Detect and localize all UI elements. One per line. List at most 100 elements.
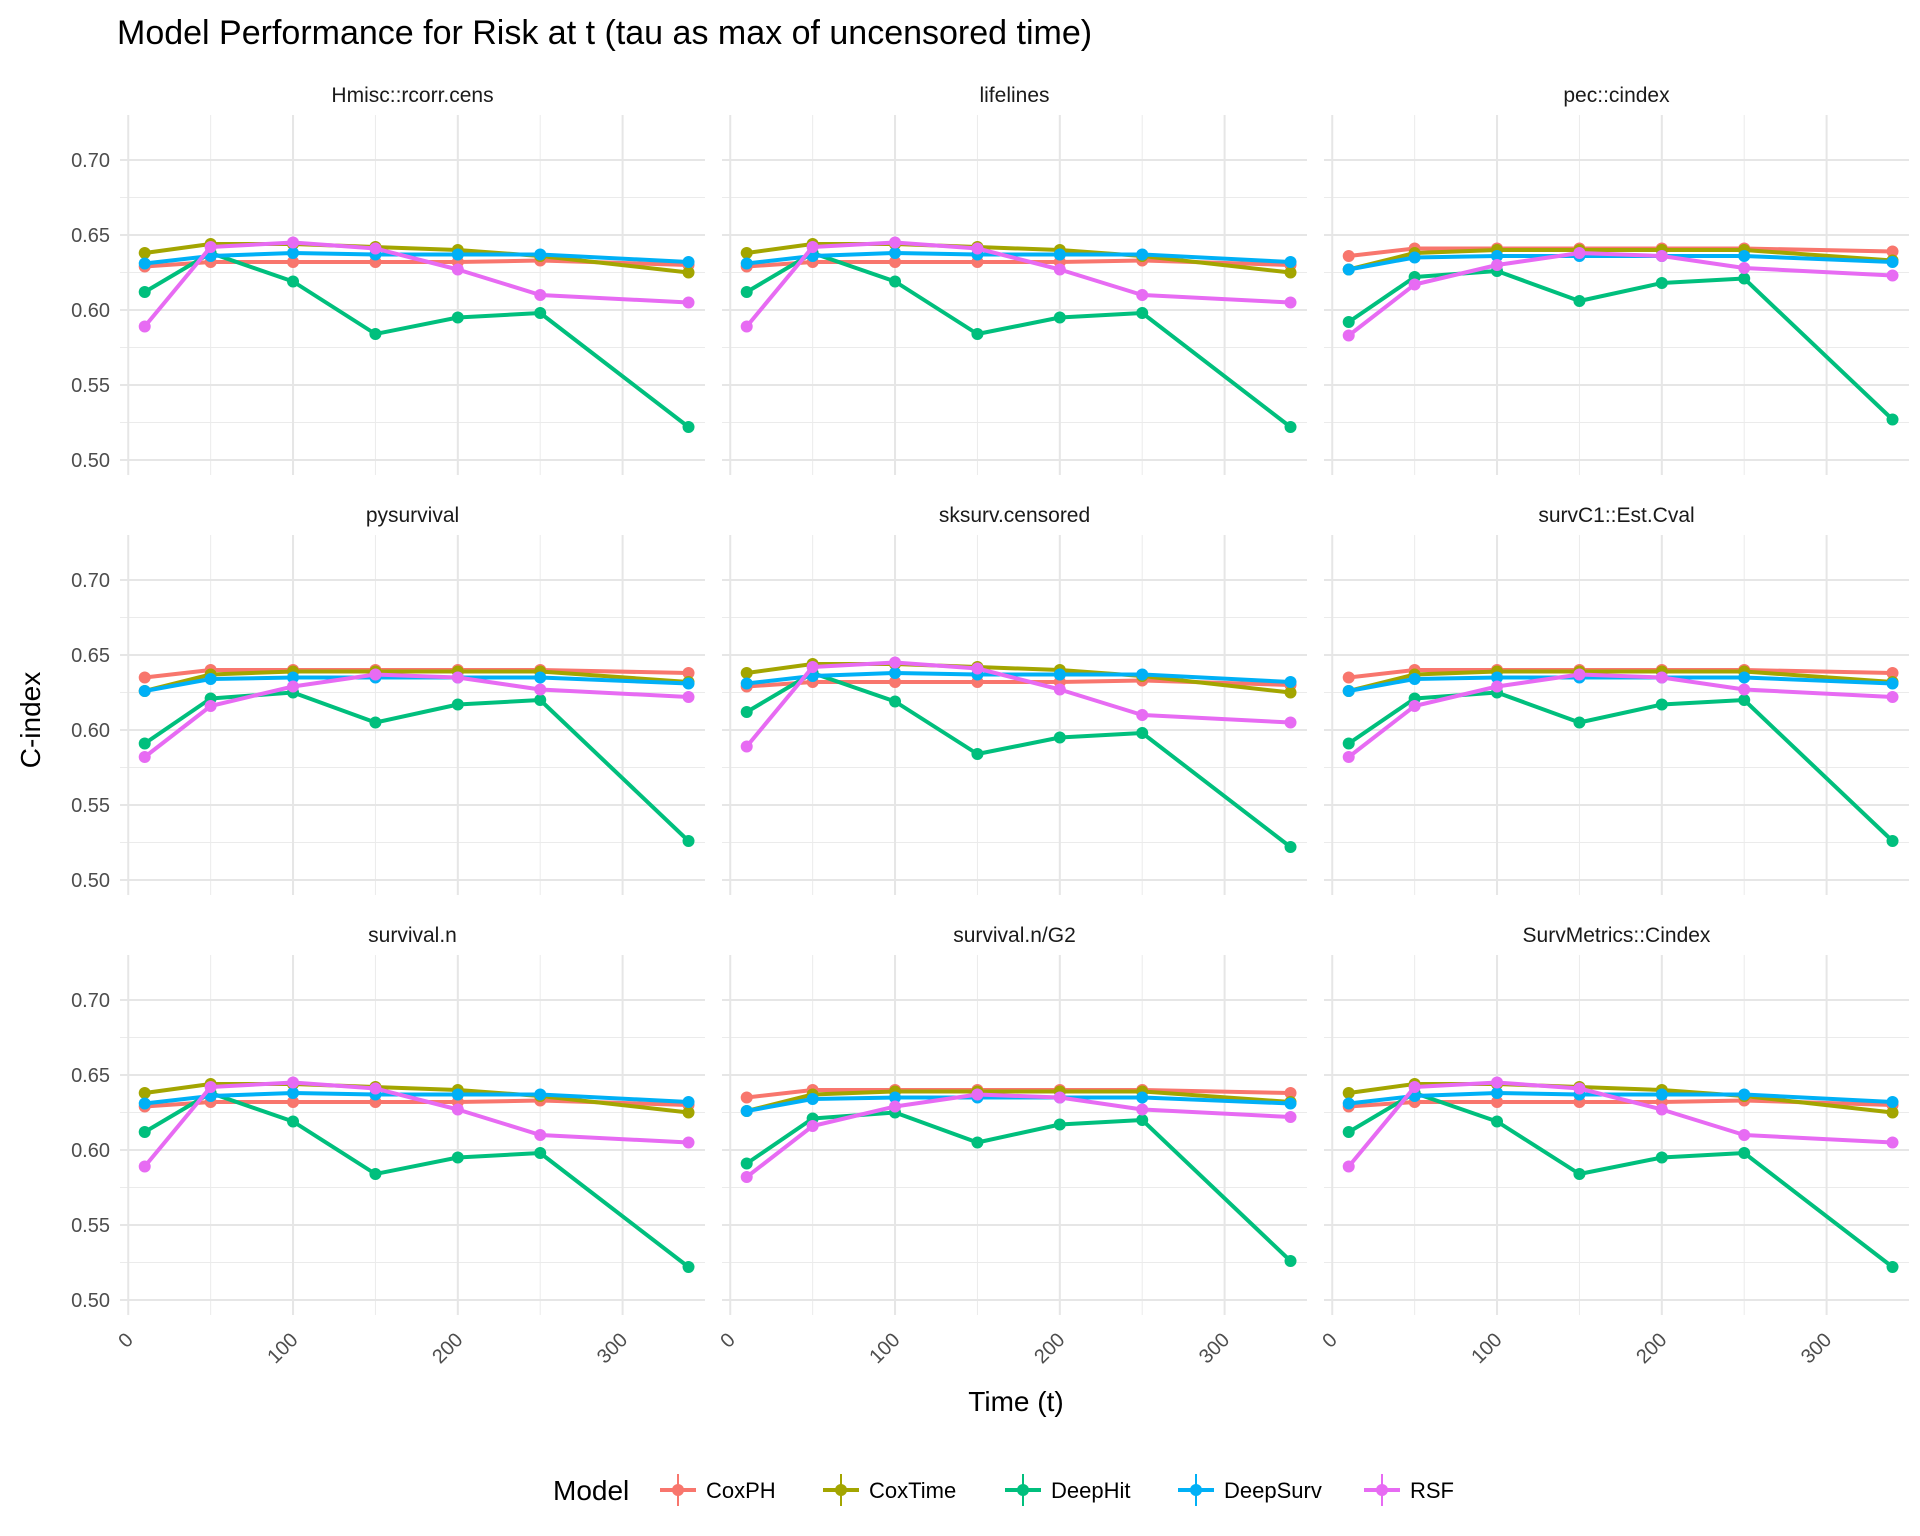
data-point-deephit [682,1261,695,1273]
x-tick-label: 300 [1195,1329,1234,1368]
series-line-deephit [744,671,1293,849]
data-point-deephit [287,1115,300,1128]
data-point-deephit [682,421,695,433]
data-point-deephit [1573,716,1586,729]
data-point-rsf [682,1136,695,1149]
legend-item-deepsurv: DeepSurv [1178,1474,1322,1506]
data-point-rsf [287,236,300,249]
panel-title-survival-n-g2: survival.n/G2 [953,924,1076,947]
data-point-rsf [1342,329,1355,342]
data-point-deephit [740,1157,753,1170]
data-point-deephit [1284,841,1297,853]
data-point-rsf [1655,250,1668,262]
panel-sksurv-censored: sksurv.censored [722,504,1307,895]
legend-label: CoxPH [706,1478,776,1503]
y-tick-label: 0.60 [71,720,110,742]
legend-label: CoxTime [869,1478,956,1503]
data-point-rsf [1491,680,1504,693]
data-point-rsf [1738,683,1751,696]
legend-item-coxtime: CoxTime [823,1474,956,1506]
data-point-rsf [1136,1103,1149,1116]
y-tick-label: 0.50 [71,1290,110,1312]
y-tick-label: 0.55 [71,1215,110,1237]
data-point-rsf [451,263,464,276]
legend-label: DeepHit [1051,1478,1130,1503]
data-point-deepsurv [138,685,151,697]
data-point-deephit [1342,316,1355,328]
data-point-deephit [971,328,984,340]
data-point-coxtime [740,247,753,259]
y-tick-label: 0.70 [71,570,110,592]
y-tick-label: 0.50 [71,450,110,472]
data-point-rsf [451,671,464,684]
data-point-coxtime [138,247,151,259]
data-point-deepsurv [1886,677,1899,690]
panel-title-hmisc-rcorr-cens: Hmisc::rcorr.cens [331,84,493,107]
x-tick-label: 0 [1318,1329,1341,1352]
data-point-rsf [1573,668,1586,681]
data-point-coxph [287,1096,300,1108]
y-tick-label: 0.65 [71,225,110,247]
data-point-deepsurv [682,677,695,690]
data-point-coxph [1342,250,1355,262]
series-line-deephit [744,1110,1293,1263]
data-point-coxph [889,676,902,688]
data-point-rsf [287,680,300,693]
data-point-deephit [451,1151,464,1164]
data-point-deephit [889,275,902,288]
data-point-deephit [971,748,984,760]
data-point-deepsurv [1655,1088,1668,1101]
y-tick-label: 0.65 [71,645,110,667]
panel-title-survmetrics-cindex: SurvMetrics::Cindex [1523,924,1711,947]
series-line-rsf [1346,672,1895,759]
data-point-deephit [451,311,464,324]
data-point-deepsurv [1738,671,1751,684]
panel-title-survc1-est-cval: survC1::Est.Cval [1538,504,1694,527]
series-line-deephit [142,690,691,843]
data-point-deephit [1342,1126,1355,1138]
data-point-coxtime [740,667,753,679]
data-point-rsf [1738,262,1751,274]
series-line-deepsurv [1346,675,1895,693]
data-point-deepsurv [1284,676,1297,688]
panel-title-survival-n: survival.n [368,924,457,947]
legend-key-point [672,1484,684,1496]
x-tick-label: 300 [1797,1329,1836,1368]
data-point-rsf [806,661,819,673]
data-point-deephit [1053,731,1066,744]
data-point-deephit [1738,1147,1751,1159]
data-point-rsf [369,242,382,255]
data-point-deepsurv [287,247,300,259]
data-point-rsf [889,236,902,249]
legend-key-point [1017,1484,1029,1496]
series-line-deepsurv [142,675,691,693]
y-tick-label: 0.65 [71,1065,110,1087]
data-point-rsf [682,691,695,703]
series-line-deephit [744,251,1293,429]
series-line-deephit [142,1091,691,1269]
x-tick-label: 200 [1030,1329,1069,1368]
data-point-deepsurv [1342,263,1355,276]
data-point-rsf [1886,269,1899,282]
series-line-rsf [744,1092,1293,1179]
data-point-rsf [889,656,902,669]
data-point-rsf [1408,700,1421,712]
panel-survival-n-g2: survival.n/G2 0 100 200 300 [716,924,1307,1368]
data-point-rsf [534,289,547,301]
data-point-deephit [1342,737,1355,750]
data-point-deepsurv [1284,1097,1297,1110]
data-point-deephit [740,286,753,298]
data-point-deephit [138,737,151,750]
data-point-coxtime [138,1087,151,1099]
data-point-coxtime [1886,1106,1899,1119]
data-point-rsf [1408,1081,1421,1093]
data-point-deepsurv [534,671,547,684]
data-point-deepsurv [1136,1091,1149,1104]
data-point-deepsurv [138,1097,151,1110]
data-point-coxph [740,1091,753,1104]
data-point-deepsurv [1136,668,1149,681]
data-point-deepsurv [451,248,464,261]
data-point-rsf [1284,1111,1297,1123]
data-point-coxph [889,256,902,268]
